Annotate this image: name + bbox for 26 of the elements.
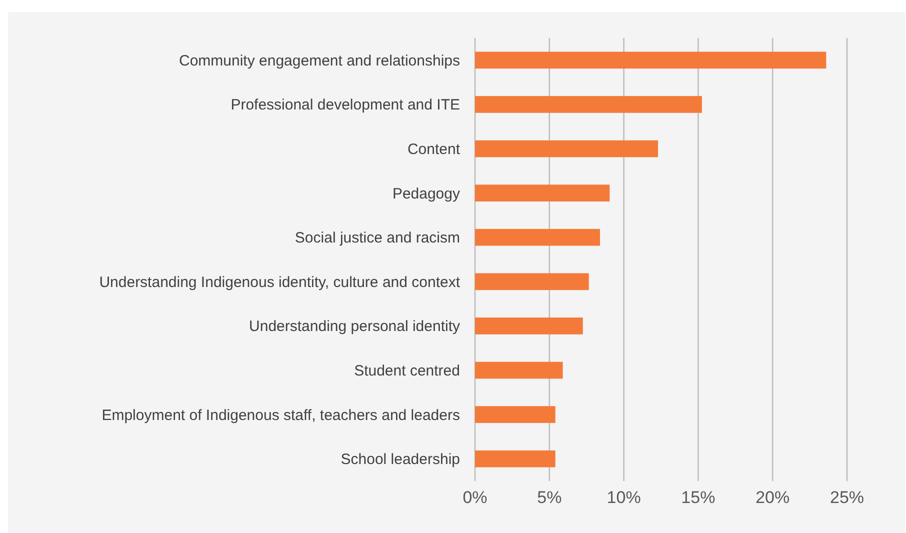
y-tick-label: Professional development and ITE [230, 96, 460, 114]
bar [475, 406, 556, 423]
x-tick-label: 20% [756, 488, 790, 508]
bar [475, 273, 589, 290]
bar [475, 450, 556, 468]
y-tick-label: Social justice and racism [294, 230, 460, 247]
x-tick-label: 15% [681, 488, 716, 508]
x-tick-label: 0% [462, 488, 488, 508]
x-tick-label: 5% [537, 488, 562, 508]
y-tick-label: Community engagement and relationships [179, 52, 460, 70]
y-tick-label: Content [407, 141, 461, 158]
bar [475, 184, 610, 202]
y-tick-label: Understanding personal identity [249, 318, 460, 336]
y-tick-label: School leadership [340, 451, 460, 468]
bar [475, 52, 826, 69]
y-tick-label: Understanding Indigenous identity, culture and context [99, 274, 461, 291]
x-tick-label: 25% [830, 488, 864, 508]
y-tick-label: Student centred [354, 362, 460, 380]
bar [475, 96, 702, 113]
bar [475, 228, 600, 246]
y-tick-label: Pedagogy [392, 185, 460, 202]
bar [475, 140, 658, 158]
bar [475, 362, 563, 379]
bar [475, 318, 583, 334]
x-tick-label: 10% [606, 488, 641, 508]
y-tick-label: Employment of Indigenous staff, teachers and leaders [102, 406, 460, 424]
